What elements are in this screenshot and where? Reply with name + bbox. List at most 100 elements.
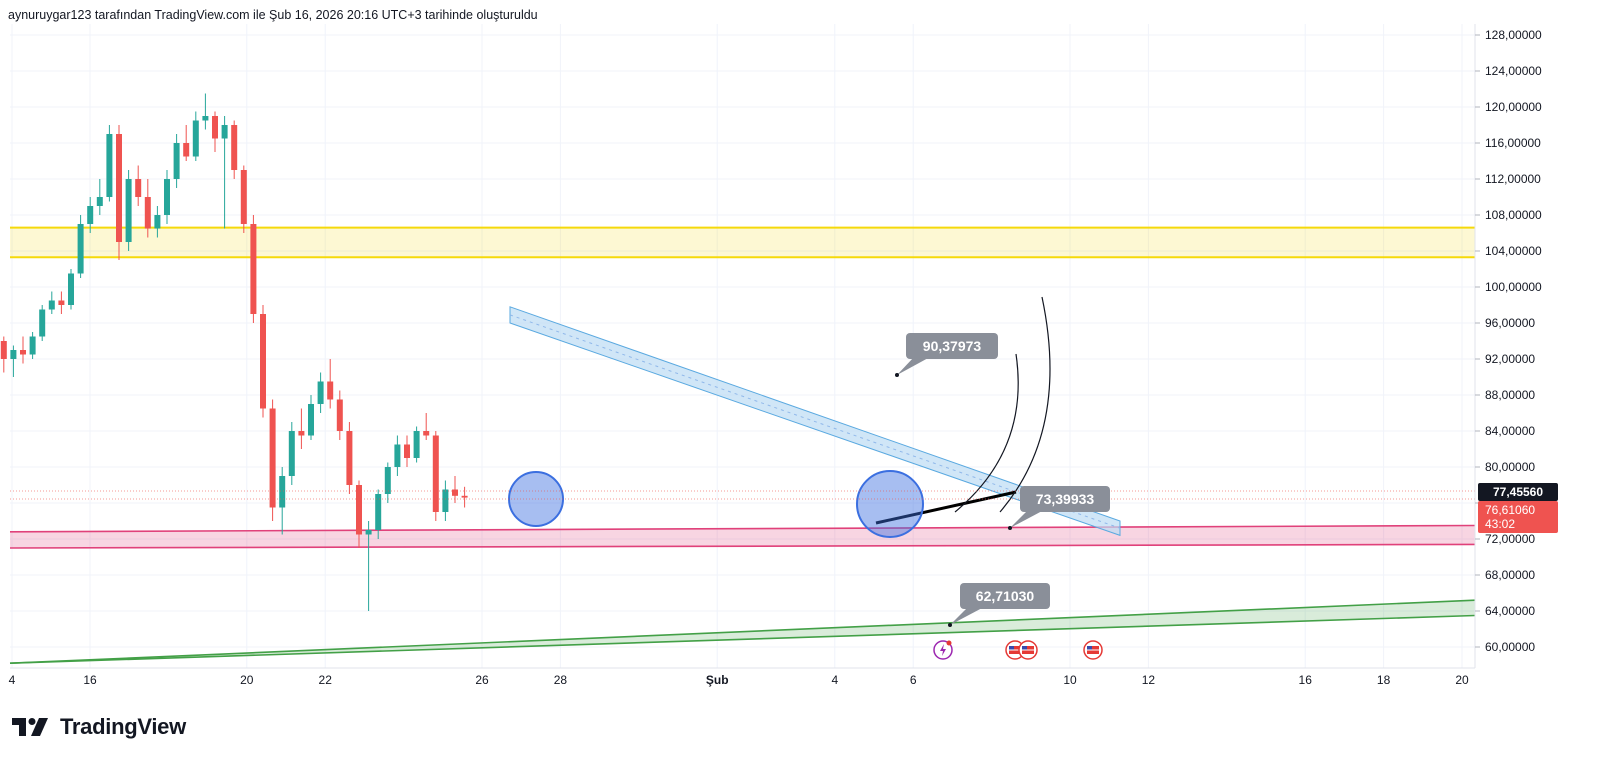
candle-down	[327, 381, 334, 400]
chart-callouts: 90,37973 73,39933 62,71030	[895, 333, 1110, 627]
candle-up	[279, 476, 286, 508]
chart-drawings	[508, 296, 1121, 538]
time-tick-label: 20	[240, 673, 254, 687]
candle-down	[461, 495, 468, 498]
tradingview-logo[interactable]: TradingView	[12, 714, 186, 740]
price-tick-label: 96,00000	[1485, 316, 1535, 330]
price-tick-label: 128,00000	[1485, 28, 1542, 42]
candle-up	[39, 309, 46, 337]
descending-channel-midline	[509, 314, 1121, 529]
support-zone-top	[9, 524, 1476, 533]
time-tick-label: 22	[319, 673, 333, 687]
candle-up	[394, 444, 401, 467]
time-tick-label: 26	[475, 673, 489, 687]
candle-down	[183, 143, 190, 157]
price-tick-label: 68,00000	[1485, 568, 1535, 582]
candle-down	[298, 431, 305, 436]
resistance-zone	[10, 227, 1475, 258]
candle-down	[260, 314, 266, 409]
callout-label: 62,71030	[976, 588, 1035, 604]
price-lines	[10, 490, 1475, 500]
price-axis[interactable]: 128,00000 124,00000 120,00000 116,00000 112,…	[1475, 28, 1542, 654]
candle-down	[250, 224, 257, 314]
candle-down	[432, 435, 439, 512]
candle-up	[384, 467, 391, 494]
time-tick-label: 4	[831, 673, 838, 687]
rising-channel-zone-top	[9, 599, 1476, 664]
price-tick-label: 92,00000	[1485, 352, 1535, 366]
time-tick-label: 12	[1142, 673, 1156, 687]
candle-up	[29, 336, 36, 355]
candle-down	[356, 485, 362, 535]
candle-up	[202, 116, 209, 121]
candle-up	[413, 431, 420, 458]
time-axis[interactable]: 41620222628Şub4610121618202426Mar46	[9, 673, 1600, 687]
price-tick-label: 112,00000	[1485, 172, 1541, 186]
time-tick-label: 4	[9, 673, 16, 687]
candle-up	[10, 350, 17, 359]
candle-down	[240, 170, 247, 224]
countdown-label: 43:02	[1485, 517, 1515, 531]
candle-up	[106, 134, 113, 197]
candle-up	[77, 224, 84, 274]
current-price-badge	[1478, 501, 1558, 533]
price-chart[interactable]: 90,37973 73,39933 62,71030 128,00000 124,00…	[0, 0, 1600, 700]
candle-up	[68, 273, 74, 305]
chart-caption: aynuruygar123 tarafından TradingView.com…	[8, 8, 538, 22]
us-flag-canton	[1022, 646, 1027, 650]
price-tick-label: 88,00000	[1485, 388, 1535, 402]
price-tick-label: 60,00000	[1485, 640, 1535, 654]
time-tick-label: 28	[554, 673, 568, 687]
price-tick-label: 108,00000	[1485, 208, 1542, 222]
rising-trendline	[875, 490, 1017, 525]
price-tick-label: 100,00000	[1485, 280, 1542, 294]
last-price-badge	[1478, 483, 1558, 501]
callout-anchor	[895, 373, 899, 377]
callout-box	[906, 333, 998, 359]
candle-up	[375, 494, 382, 530]
event-dot	[946, 640, 952, 646]
time-tick-label: 16	[1299, 673, 1313, 687]
candle-down	[231, 125, 238, 170]
price-tick-label: 124,00000	[1485, 64, 1542, 78]
candle-down	[116, 134, 122, 242]
tradingview-logo-text: TradingView	[60, 714, 186, 739]
arc-inner	[954, 353, 1019, 513]
candle-up	[154, 215, 161, 229]
candle-series	[0, 93, 468, 611]
price-tick-label: 64,00000	[1485, 604, 1535, 618]
candle-up	[96, 197, 103, 206]
callout-pointer	[1010, 510, 1044, 528]
candle-up	[221, 125, 228, 139]
rising-channel-zone-bottom	[9, 614, 1476, 664]
callout-label: 90,37973	[923, 338, 982, 354]
callout-anchor	[1008, 526, 1012, 530]
candle-up	[365, 530, 372, 535]
candle-down	[144, 197, 151, 229]
event-markers	[933, 640, 1103, 660]
time-tick-label: 20	[1455, 673, 1469, 687]
candle-up	[288, 431, 295, 476]
price-tick-label: 104,00000	[1485, 244, 1542, 258]
candle-down	[269, 408, 276, 508]
callout-pointer	[950, 607, 984, 625]
candle-up	[173, 143, 180, 179]
candle-down	[135, 179, 142, 197]
callout-pointer	[897, 357, 930, 375]
candle-up	[87, 206, 94, 224]
price-tick-label: 72,00000	[1485, 532, 1535, 546]
plot-area[interactable]	[10, 24, 1475, 666]
callout-anchor	[948, 623, 952, 627]
us-flag-canton	[1087, 646, 1092, 650]
callout-label: 73,39933	[1036, 491, 1095, 507]
candle-down	[212, 116, 218, 139]
candle-up	[125, 179, 132, 242]
price-tick-label: 116,00000	[1485, 136, 1541, 150]
time-tick-label: 16	[83, 673, 97, 687]
last-price-label: 77,45560	[1493, 485, 1543, 499]
candle-up	[317, 381, 324, 404]
time-tick-label: 6	[910, 673, 917, 687]
price-tick-label: 120,00000	[1485, 100, 1542, 114]
candle-down	[404, 444, 410, 458]
